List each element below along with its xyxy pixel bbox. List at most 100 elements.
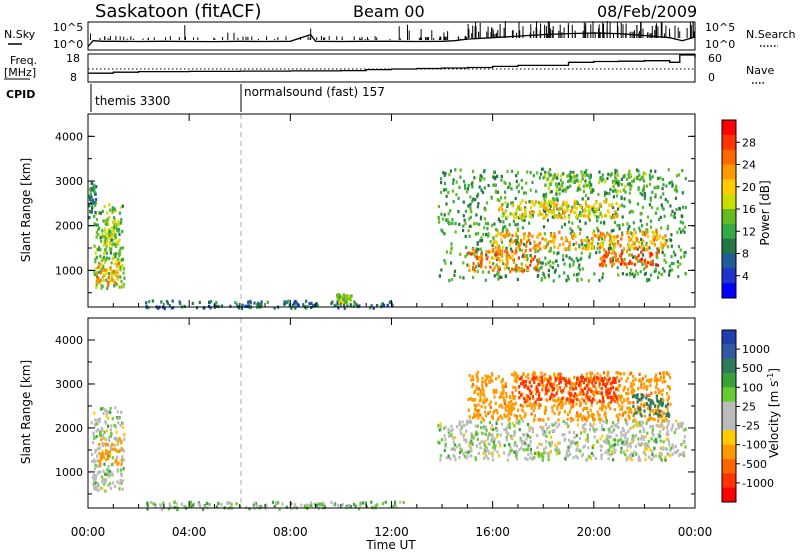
power-cell [681,221,685,225]
power-cell [568,256,571,260]
power-cell [462,261,465,265]
velocity-cell [465,456,468,460]
velocity-cell [470,437,474,441]
velocity-cell [538,375,541,379]
power-cell [95,218,98,222]
power-cell [677,265,680,269]
power-cell [654,211,657,215]
power-cell [543,175,546,179]
power-cell [501,214,504,218]
power-cell [678,227,681,231]
velocity-cell [642,437,645,441]
velocity-cell [613,391,616,395]
power-cell [496,190,499,194]
velocity-cell [629,454,632,458]
velocity-cell [570,419,573,423]
power-cell [308,302,311,306]
power-cell [517,229,520,233]
velocity-cell [631,434,634,438]
velocity-cell [671,452,674,456]
power-cell [645,241,648,245]
power-cell [557,251,560,255]
power-cell [443,213,446,217]
velocity-cell [618,404,621,408]
velocity-cell [481,383,484,387]
velocity-cell [683,435,686,439]
power-cell [577,266,580,270]
velocity-cell [513,413,516,417]
power-cell [260,300,263,304]
velocity-cell [519,393,523,397]
power-cell [588,246,591,250]
velocity-cell [557,412,560,416]
velocity-cell [583,406,587,410]
velocity-cell [253,501,256,505]
velocity-cell [586,410,589,414]
power-cell [506,263,509,267]
power-cell [346,294,349,298]
power-cell [641,232,644,236]
power-cell [662,207,665,211]
power-cell [547,261,550,265]
power-cell [652,238,656,242]
power-cell [500,178,503,182]
velocity-cell [576,440,579,445]
velocity-cell [96,459,99,463]
power-cell [528,200,531,204]
velocity-cell [106,454,110,458]
power-cell [563,208,566,212]
velocity-cell [116,442,120,446]
power-cell [616,169,619,173]
velocity-cell [459,451,462,455]
velocity-cell [634,377,637,381]
power-cell [607,250,610,254]
power-cell [122,267,126,271]
velocity-cell [569,396,572,400]
power-cell [494,245,497,250]
power-cell [179,302,182,306]
power-cell [660,243,663,247]
velocity-cell [545,383,549,387]
power-cell [520,239,523,243]
velocity-cell [541,458,544,462]
power-cell [89,200,93,204]
power-cell [600,237,603,241]
power-cell [625,177,628,181]
velocity-cell [542,432,545,436]
power-cell [485,253,488,257]
power-cell [102,268,105,272]
power-cell [503,267,506,271]
velocity-cell [564,379,567,383]
velocity-cell [516,417,519,421]
power-cell [621,231,624,235]
velocity-cell [370,500,373,504]
power-cell [655,254,658,259]
velocity-cell [476,370,480,374]
power-cell [100,239,103,243]
velocity-cell [119,482,122,486]
velocity-cell [537,418,540,422]
velocity-cell [648,380,651,384]
nsky-label: N.Sky [4,28,36,41]
velocity-cell [96,418,99,422]
velocity-cell [663,375,666,379]
velocity-cell [592,384,595,388]
velocity-cell [152,502,155,506]
velocity-cell [668,387,671,391]
velocity-cell [530,392,533,396]
velocity-cell [565,422,569,426]
velocity-cell [469,449,472,453]
velocity-cell [492,458,495,462]
velocity-colorbar-swatch [722,330,736,345]
velocity-cell [520,381,523,386]
velocity-cell [576,418,579,422]
velocity-cell [447,428,450,432]
velocity-cell [580,431,583,435]
nsky-frame [87,21,696,51]
velocity-cell [332,503,335,507]
velocity-cell [94,476,97,481]
velocity-cell [491,438,494,442]
power-cell [552,210,555,214]
velocity-cell [495,408,498,412]
velocity-cell [531,457,534,461]
